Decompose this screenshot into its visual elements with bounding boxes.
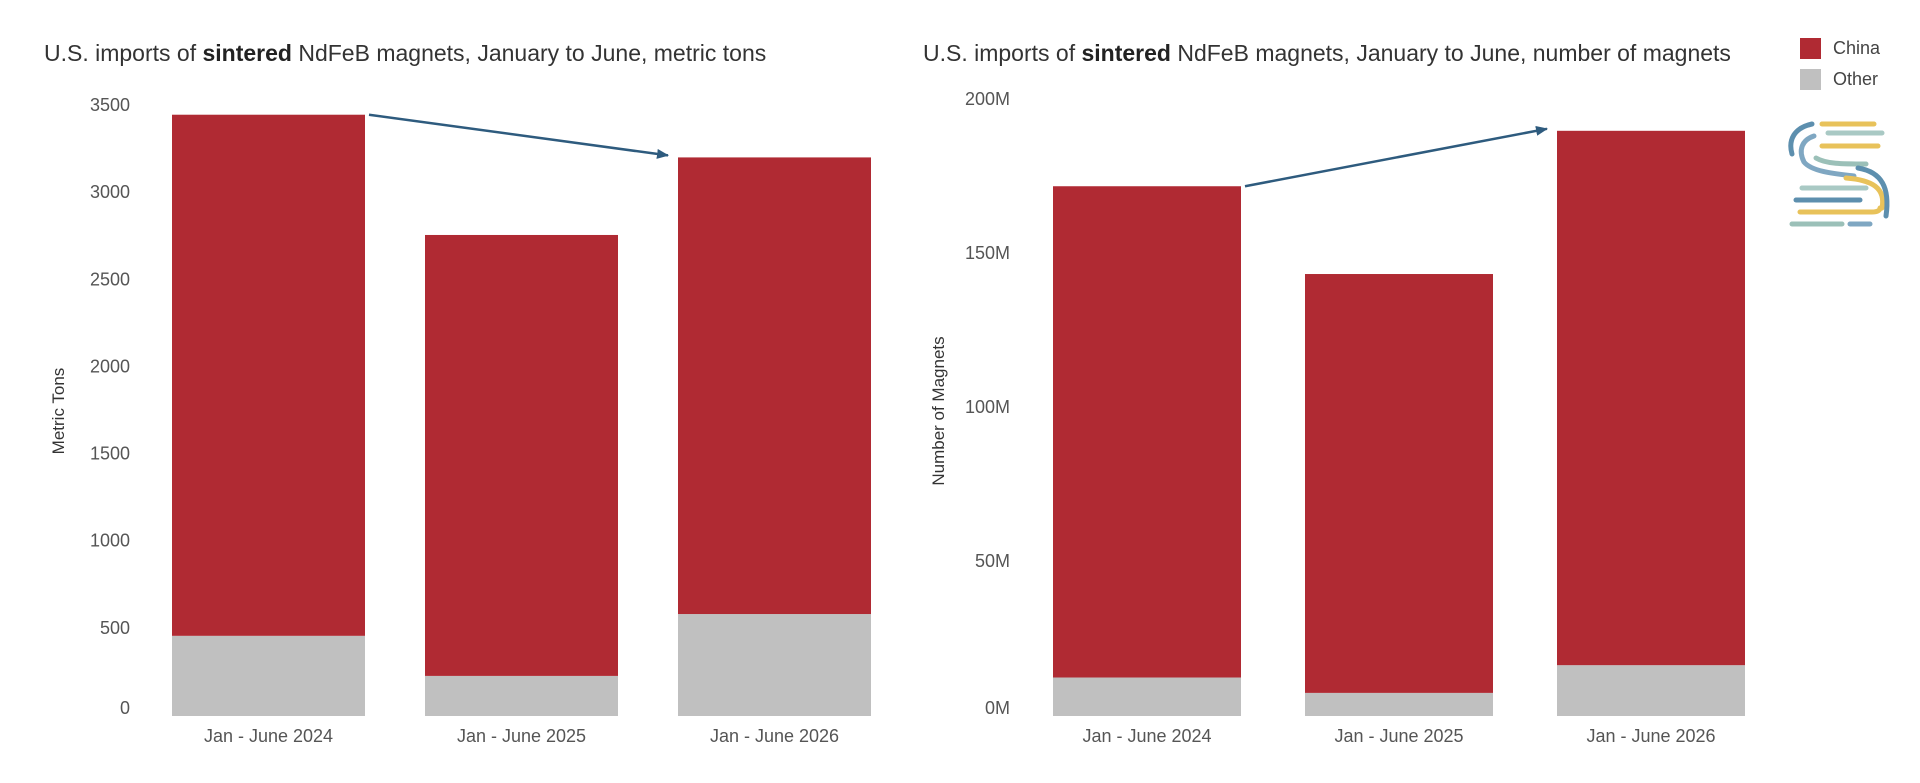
organization-logo-icon — [1788, 121, 1890, 227]
title-left-post: NdFeB magnets, January to June, metric t… — [291, 40, 767, 66]
y-tick-label: 2000 — [90, 356, 130, 376]
title-left-bold: sintered — [202, 40, 292, 66]
y-axis-label: Number of Magnets — [929, 336, 948, 485]
x-tick-label: Jan - June 2024 — [1082, 726, 1211, 746]
title-left-pre: U.S. imports of — [44, 40, 203, 66]
title-right-pre: U.S. imports of — [923, 40, 1082, 66]
y-axis-label: Metric Tons — [49, 368, 68, 455]
x-tick-label: Jan - June 2026 — [1586, 726, 1715, 746]
x-tick-label: Jan - June 2024 — [204, 726, 333, 746]
chart-tons-plot: 0 500 1000 1500 2000 2500 3000 3500 Metric Tons J… — [49, 95, 871, 746]
chart-magnets-plot: 0M 50M 100M 150M 200M Number of Magnets Jan - … — [929, 89, 1745, 746]
bar-other — [425, 675, 618, 716]
x-tick-label: Jan - June 2025 — [457, 726, 586, 746]
y-tick-label: 500 — [100, 618, 130, 638]
y-tick-label: 200M — [965, 89, 1010, 109]
bar-china — [425, 234, 618, 676]
title-right-bold: sintered — [1081, 40, 1171, 66]
y-tick-label: 2500 — [90, 269, 130, 289]
bar-other — [1305, 692, 1493, 716]
trend-arrow — [368, 113, 669, 159]
chart-title-tons: U.S. imports of sintered NdFeB magnets, … — [44, 40, 766, 67]
y-tick-label: 150M — [965, 243, 1010, 263]
x-tick-label: Jan - June 2025 — [1334, 726, 1463, 746]
y-tick-label: 100M — [965, 397, 1010, 417]
bar-china — [1557, 130, 1745, 666]
trend-arrow — [1244, 125, 1548, 188]
legend-label-china: China — [1833, 38, 1881, 58]
y-tick-label: 3000 — [90, 182, 130, 202]
y-tick-label: 0 — [120, 698, 130, 718]
bar-china — [1053, 186, 1241, 678]
legend-swatch-china — [1800, 38, 1821, 59]
y-tick-label: 3500 — [90, 95, 130, 115]
bar-other — [1557, 665, 1745, 716]
legend: China Other — [1800, 33, 1880, 95]
legend-item-other[interactable]: Other — [1800, 64, 1880, 95]
y-tick-label: 0M — [985, 698, 1010, 718]
bar-china — [1305, 274, 1493, 693]
y-tick-label: 50M — [975, 551, 1010, 571]
x-tick-label: Jan - June 2026 — [710, 726, 839, 746]
bar-china — [678, 157, 871, 615]
bar-china — [172, 114, 365, 636]
legend-label-other: Other — [1833, 69, 1879, 89]
title-right-post: NdFeB magnets, January to June, number o… — [1170, 40, 1731, 66]
y-tick-label: 1500 — [90, 444, 130, 464]
bar-other — [172, 635, 365, 716]
chart-title-magnets: U.S. imports of sintered NdFeB magnets, … — [923, 40, 1731, 67]
bar-other — [678, 614, 871, 716]
legend-item-china[interactable]: China — [1800, 33, 1880, 64]
legend-swatch-other — [1800, 69, 1821, 90]
bar-other — [1053, 677, 1241, 716]
y-tick-label: 1000 — [90, 531, 130, 551]
